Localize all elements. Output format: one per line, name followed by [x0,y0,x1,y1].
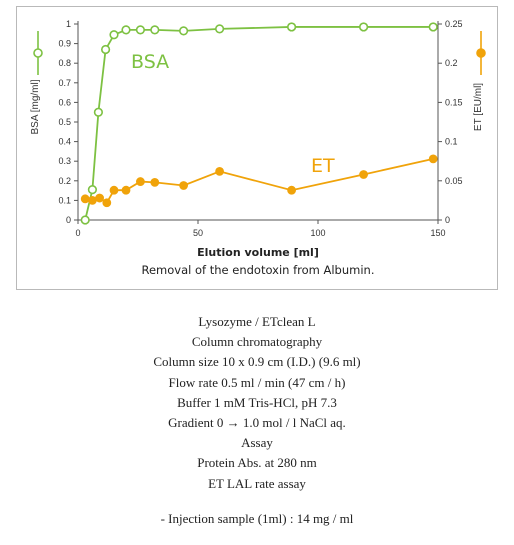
left-tick-label: 0.4 [58,137,71,147]
et-data-point [287,185,296,195]
left-tick-label: 0.3 [58,156,71,166]
method-description: Lysozyme / ETclean L Column chromatograp… [0,312,514,529]
description-line: ET LAL rate assay [208,475,306,491]
chart-frame: 0 0.1 0.2 0.3 0.4 0.5 0.6 0.7 0.8 0.9 1 0 0.05 0.1 0.1… [16,6,498,290]
right-tick-label: 0 [445,215,450,225]
et-data-point [95,193,104,203]
et-data-point [121,185,131,195]
bsa-data-point [135,25,145,35]
et-data-point [88,195,97,205]
left-tick-label: 0.2 [58,176,71,186]
right-tick-label: 0.1 [445,137,458,147]
x-tick-label: 0 [75,228,80,238]
bsa-data-point [428,22,438,32]
right-tick-label: 0.05 [445,176,463,186]
left-tick-label: 0.8 [58,58,71,68]
description-line: Protein Abs. at 280 nm [197,455,317,471]
left-tick-label: 0.1 [58,195,71,205]
et-data-point [150,177,160,187]
x-tick-label: 50 [193,228,203,238]
et-data-point [136,177,145,186]
et-data-point [215,166,224,176]
et-data-point [428,154,438,164]
bsa-legend-marker [33,48,43,58]
description-line: Column size 10 x 0.9 cm (I.D.) (9.6 ml) [153,354,361,370]
bsa-data-point [80,215,90,225]
left-tick-label: 0.5 [58,117,71,127]
left-axis-title: BSA [mg/ml] [30,79,41,134]
et-data-point [179,181,188,190]
chart-caption: Removal of the endotoxin from Albumin. [141,263,374,277]
bsa-data-point [150,25,160,35]
left-tick-label: 0 [66,215,71,225]
x-tick-label: 100 [310,228,325,238]
description-line: Column chromatography [191,334,323,350]
et-data-point [102,198,112,208]
bsa-data-point [93,107,103,117]
bsa-data-point [121,25,131,35]
et-data-point [109,185,119,195]
description-line: Flow rate 0.5 ml / min (47 cm / h) [168,374,346,390]
description-line: Buffer 1 mM Tris-HCl, pH 7.3 [177,394,337,410]
bsa-data-point [359,22,369,32]
bsa-data-point [109,30,119,40]
right-tick-label: 0.25 [445,19,463,29]
description-line: Lysozyme / ETclean L [198,314,316,329]
left-tick-label: 0.7 [58,78,71,88]
injection-note: - Injection sample (1ml) : 14 mg / ml [160,510,354,526]
left-tick-label: 0.9 [58,39,71,49]
et-data-point [359,170,368,179]
description-line: Gradient 0 → 1.0 mol / l NaCl aq. [168,414,346,430]
et-legend-marker [476,48,486,58]
bsa-data-point [100,44,111,55]
right-tick-label: 0.2 [445,58,458,68]
right-tick-label: 0.15 [445,97,463,107]
bsa-data-point [87,185,97,195]
x-axis-title: Elution volume [ml] [197,246,319,259]
x-tick-label: 150 [430,228,445,238]
elution-chart: 0 0.1 0.2 0.3 0.4 0.5 0.6 0.7 0.8 0.9 1 0 0.05 0.1 0.1… [30,19,486,277]
et-series-label: ET [311,155,335,177]
left-tick-label: 0.6 [58,97,71,107]
et-data-point [80,194,90,204]
bsa-data-point [179,26,189,36]
bsa-data-point [287,22,297,32]
bsa-data-point [215,24,225,34]
bsa-series-label: BSA [131,51,169,73]
left-tick-label: 1 [66,19,71,29]
description-line: Assay [241,435,273,451]
right-axis-title: ET [EU/ml] [473,83,484,131]
